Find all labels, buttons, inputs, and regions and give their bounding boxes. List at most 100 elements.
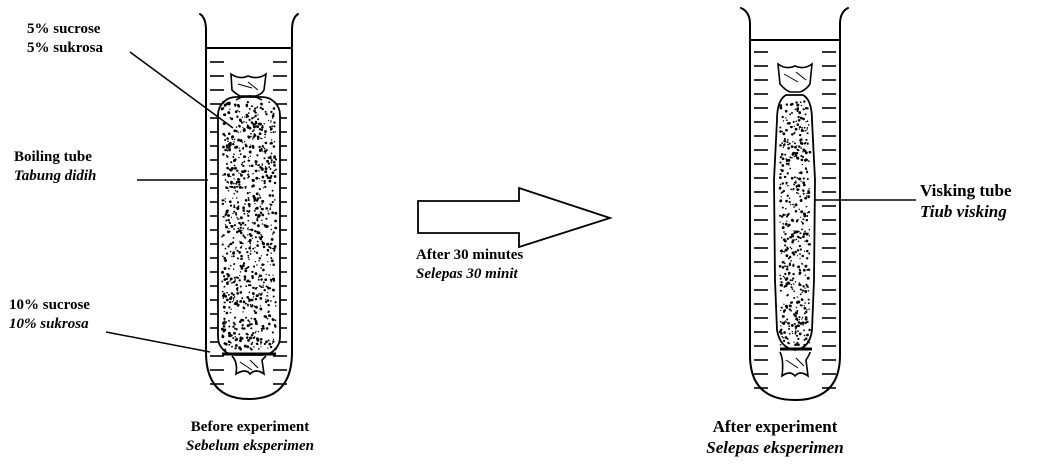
sucrose-particle [798,332,802,336]
sucrose-particle [258,170,260,172]
sucrose-particle [259,122,262,126]
sucrose-particle [785,181,788,184]
sucrose-particle [782,310,786,313]
sucrose-particle [250,135,252,138]
sucrose-particle [799,248,802,251]
sucrose-particle [230,341,232,344]
sucrose-particle [246,210,249,213]
sucrose-particle [247,339,250,342]
sucrose-particle [780,281,783,284]
sucrose-particle [267,156,270,159]
sucrose-particle [783,139,786,143]
sucrose-particle [799,133,802,137]
sucrose-particle [235,182,238,185]
sucrose-particle [258,236,261,238]
sucrose-particle [247,176,250,178]
sucrose-particle [253,196,256,200]
sucrose-particle [240,254,243,258]
sucrose-particle [265,225,269,229]
sucrose-particle [788,333,791,335]
before-visking-tube [217,72,281,376]
sucrose-particle [270,281,272,283]
sucrose-particle [249,252,252,255]
sucrose-particle [795,180,797,182]
sucrose-particle [256,244,259,247]
sucrose-particle [226,155,229,158]
sucrose-particle [232,337,235,340]
sucrose-particle [233,224,236,227]
sucrose-particle [233,103,237,107]
label-5-percent-sucrose-ms: 5% sukrosa [27,40,103,56]
sucrose-particle [792,141,794,143]
sucrose-particle [243,160,246,163]
sucrose-particle [790,188,793,191]
sucrose-particle [229,242,233,246]
sucrose-particle [271,289,274,291]
sucrose-particle [241,116,244,119]
sucrose-particle [792,120,795,123]
sucrose-particle [230,117,234,121]
sucrose-particle [793,230,795,232]
sucrose-particle [254,247,256,249]
sucrose-particle [228,343,231,346]
sucrose-particle [226,137,229,140]
sucrose-particle [787,162,790,165]
sucrose-particle [241,141,244,144]
sucrose-particle [228,148,232,151]
sucrose-particle [808,328,811,332]
sucrose-particle [248,118,251,121]
sucrose-particle [784,109,788,113]
sucrose-particle [801,262,803,265]
sucrose-particle [794,154,798,157]
sucrose-particle [272,112,275,116]
sucrose-particle [238,185,242,189]
sucrose-particle [230,161,233,164]
sucrose-particle [254,114,257,118]
sucrose-particle [254,236,257,239]
sucrose-particle [265,174,269,178]
sucrose-particle [250,327,253,330]
sucrose-particle [232,197,234,199]
sucrose-particle [235,126,238,128]
sucrose-particle [782,120,785,122]
sucrose-particle [232,255,235,258]
sucrose-particle [250,144,252,146]
sucrose-particle [237,138,241,142]
caption-before-experiment-ms: Sebelum eksperimen [186,438,314,454]
sucrose-particle [229,297,232,300]
sucrose-particle [225,252,229,255]
sucrose-particle [793,206,795,208]
sucrose-particle [228,243,231,246]
sucrose-particle [260,343,262,345]
sucrose-particle [244,268,246,270]
sucrose-particle [803,149,807,153]
sucrose-particle [786,265,789,268]
sucrose-particle [247,284,251,287]
sucrose-particle [784,222,788,226]
sucrose-particle [800,104,803,107]
sucrose-particle [230,292,234,295]
sucrose-particle [243,212,246,215]
sucrose-particle [261,324,265,328]
sucrose-particle [261,163,263,165]
sucrose-particle [254,322,258,325]
sucrose-particle [262,327,265,330]
sucrose-particle [797,300,801,304]
sucrose-particle [240,232,242,235]
sucrose-particle [780,236,783,239]
sucrose-particle [272,274,274,276]
sucrose-particle [227,331,231,335]
sucrose-particle [800,216,802,218]
sucrose-particle [779,289,782,292]
sucrose-particle [799,293,802,296]
sucrose-particle [797,321,801,324]
sucrose-particle [237,109,239,112]
sucrose-particle [266,317,269,320]
sucrose-particle [251,222,254,224]
sucrose-particle [270,228,273,231]
sucrose-particle [792,151,795,155]
sucrose-particle [266,159,270,163]
sucrose-particle [807,302,810,305]
sucrose-particle [256,217,259,220]
caption-after-experiment-en: After experiment [712,417,838,436]
